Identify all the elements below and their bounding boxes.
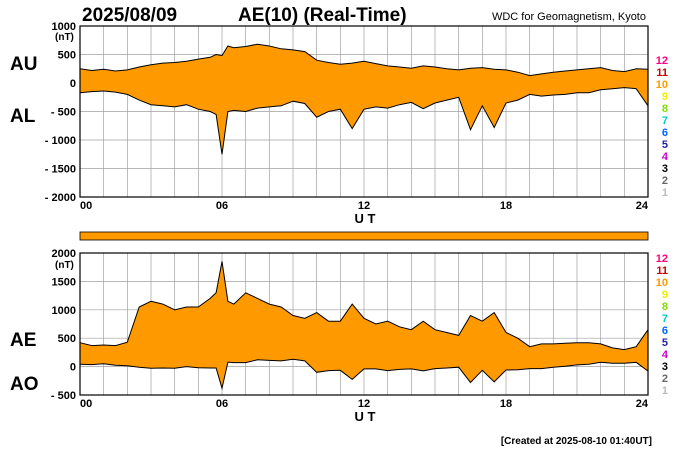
station-legend-item: 10	[656, 277, 668, 289]
au-al-x-tick-label: 00	[80, 200, 92, 212]
station-legend-item: 7	[662, 313, 668, 325]
au-al-y-tick-label: - 1000	[45, 135, 76, 147]
ae-ao-y-ticks: 2000 1500 1000 500 0 - 500	[51, 248, 76, 402]
credit-text: WDC for Geomagnetism, Kyoto	[492, 11, 646, 23]
station-legend-item: 11	[656, 265, 668, 277]
ao-label: AO	[10, 374, 39, 395]
au-al-x-ticks: 00 06 12 18 24	[80, 200, 649, 212]
au-al-x-tick-label: 06	[216, 200, 228, 212]
au-al-y-tick-label: 1000	[52, 21, 76, 33]
au-al-x-axis-label: U T	[355, 211, 376, 226]
station-legend-item: 7	[662, 115, 668, 127]
au-al-y-tick-label: - 2000	[45, 192, 76, 204]
station-legend-item: 11	[656, 67, 668, 79]
ae-ao-x-tick-label: 00	[80, 398, 92, 410]
ae-ao-y-tick-label: 500	[58, 333, 76, 345]
station-legend-item: 1	[662, 385, 668, 397]
au-al-y-tick-label: 0	[70, 78, 76, 90]
station-legend-item: 4	[662, 151, 669, 163]
au-al-x-tick-label: 18	[500, 200, 512, 212]
station-legend-item: 3	[662, 163, 668, 175]
station-legend-item: 10	[656, 79, 668, 91]
ae-ao-y-tick-label: 1500	[52, 276, 76, 288]
station-legend-item: 12	[656, 253, 668, 265]
ae-ao-x-ticks: 00 06 12 18 24	[80, 398, 649, 410]
ae-ao-plot-border	[79, 252, 649, 396]
au-label: AU	[10, 54, 37, 75]
au-al-y-tick-label: - 1500	[45, 164, 76, 176]
chart-title: AE(10) (Real-Time)	[238, 5, 407, 26]
ae-ao-y-tick-label: 1000	[52, 305, 76, 317]
au-al-plot-border	[79, 25, 649, 198]
station-legend-item: 9	[662, 91, 668, 103]
ae-ao-unit-label: (nT)	[55, 260, 74, 271]
au-al-area	[80, 44, 648, 155]
station-legend-item: 5	[662, 337, 668, 349]
au-al-y-ticks: 1000 500 0 - 500 - 1000 - 1500 - 2000	[45, 21, 76, 204]
chart-date: 2025/08/09	[82, 5, 177, 26]
ae-ao-y-tick-label: - 500	[51, 390, 76, 402]
station-legend-item: 8	[662, 103, 668, 115]
au-al-x-tick-label: 24	[636, 200, 649, 212]
al-line	[79, 87, 649, 155]
station-legend-item: 1	[662, 187, 668, 199]
station-legend-item: 6	[662, 325, 668, 337]
station-legend-item: 6	[662, 127, 668, 139]
station-status-bar	[79, 231, 649, 241]
au-al-unit-label: (nT)	[55, 32, 74, 43]
station-legend-item: 2	[662, 373, 668, 385]
ae-ao-x-axis-label: U T	[355, 409, 376, 424]
ae-ao-y-tick-label: 2000	[52, 248, 76, 260]
au-line	[79, 43, 649, 77]
station-legend-item: 9	[662, 289, 668, 301]
ae-ao-x-tick-label: 06	[216, 398, 228, 410]
au-al-y-tick-label: 500	[58, 50, 76, 62]
station-legend-item: 3	[662, 361, 668, 373]
station-legend-item: 12	[656, 55, 668, 67]
ae-ao-x-tick-label: 12	[358, 398, 370, 410]
station-legend-item: 4	[662, 349, 669, 361]
ao-line	[79, 358, 649, 391]
station-legend-item: 8	[662, 301, 668, 313]
ae-ao-x-tick-label: 24	[636, 398, 649, 410]
ae-ao-y-tick-label: 0	[70, 362, 76, 374]
ae-label: AE	[10, 330, 36, 351]
station-legend-item: 5	[662, 139, 668, 151]
au-al-y-tick-label: - 500	[51, 107, 76, 119]
ae-ao-x-tick-label: 18	[500, 398, 512, 410]
ae-line	[79, 261, 649, 351]
ae-ao-area	[80, 261, 648, 389]
station-legend-item: 2	[662, 175, 668, 187]
footer-created-text: [Created at 2025-08-10 01:40UT]	[501, 436, 652, 447]
au-al-x-tick-label: 12	[358, 200, 370, 212]
al-label: AL	[10, 106, 36, 127]
